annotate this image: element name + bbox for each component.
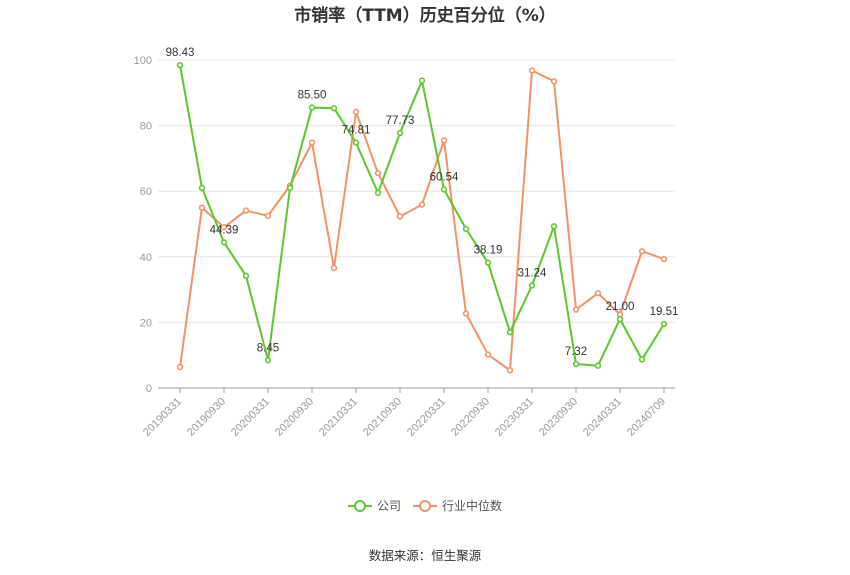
data-label: 85.50 bbox=[298, 90, 327, 102]
grid bbox=[158, 59, 675, 323]
data-point bbox=[550, 223, 558, 230]
legend-item-industry-median[interactable]: 行业中位数 bbox=[413, 498, 502, 513]
data-point bbox=[506, 367, 514, 374]
data-labels: 98.43 44.39 8.45 85.50 74.81 77.73 60.54 38.19 3… bbox=[166, 47, 679, 358]
x-tick-label: 20190331 bbox=[141, 396, 184, 439]
x-tick-label: 20220930 bbox=[449, 396, 492, 439]
data-point bbox=[528, 282, 536, 289]
series-line bbox=[179, 64, 665, 367]
data-point bbox=[616, 315, 624, 323]
data-label: 77.73 bbox=[386, 115, 415, 127]
data-label: 7.32 bbox=[565, 346, 587, 358]
data-point bbox=[264, 357, 272, 364]
data-point bbox=[440, 137, 448, 144]
data-point bbox=[528, 67, 536, 74]
data-label: 21.00 bbox=[606, 301, 635, 313]
data-point bbox=[352, 108, 360, 115]
data-point bbox=[330, 264, 338, 272]
data-point bbox=[242, 272, 250, 279]
data-point bbox=[462, 225, 470, 233]
data-point bbox=[506, 329, 514, 336]
data-point bbox=[594, 290, 602, 297]
legend-label: 行业中位数 bbox=[442, 498, 502, 513]
data-point bbox=[264, 212, 272, 219]
y-tick-label: 80 bbox=[140, 121, 152, 133]
data-point bbox=[484, 351, 492, 358]
data-label: 74.81 bbox=[342, 125, 371, 137]
data-point bbox=[418, 201, 426, 208]
series-layer bbox=[176, 61, 668, 374]
x-axis: 20190331 20190930 20200331 20200930 20210331… bbox=[141, 387, 675, 439]
data-point bbox=[638, 248, 646, 255]
data-point bbox=[484, 259, 492, 266]
data-label: 98.43 bbox=[166, 47, 195, 59]
y-axis: 0 20 40 60 80 100 bbox=[134, 55, 152, 395]
x-tick-label: 20230930 bbox=[537, 396, 580, 439]
x-tick-label: 20210930 bbox=[361, 396, 404, 439]
x-tick-label: 20200930 bbox=[273, 396, 316, 439]
y-tick-label: 40 bbox=[140, 252, 152, 264]
chart-title: 市销率（TTM）历史百分位（%） bbox=[294, 5, 556, 26]
data-point bbox=[440, 186, 448, 193]
y-tick-label: 60 bbox=[140, 186, 152, 198]
x-tick-label: 20240331 bbox=[581, 396, 624, 439]
data-point bbox=[374, 170, 382, 177]
data-label: 8.45 bbox=[257, 342, 279, 354]
data-point bbox=[660, 255, 668, 263]
data-point bbox=[396, 129, 404, 137]
x-tick-label: 20230331 bbox=[493, 396, 536, 439]
data-point bbox=[176, 61, 184, 69]
legend-item-company[interactable]: 公司 bbox=[348, 499, 401, 513]
data-point bbox=[638, 356, 646, 363]
data-point bbox=[374, 189, 382, 196]
data-source: 数据来源：恒生聚源 bbox=[369, 548, 482, 563]
data-label: 60.54 bbox=[430, 171, 459, 183]
data-point bbox=[594, 362, 602, 369]
data-point bbox=[352, 139, 360, 146]
data-label: 19.51 bbox=[650, 306, 679, 318]
x-tick-label: 20220331 bbox=[405, 396, 448, 439]
y-tick-label: 100 bbox=[134, 55, 152, 67]
series-company bbox=[176, 61, 668, 369]
data-point bbox=[396, 213, 404, 220]
data-point bbox=[572, 360, 580, 368]
legend-marker bbox=[419, 500, 431, 512]
data-point bbox=[308, 104, 316, 111]
y-tick-label: 0 bbox=[146, 383, 152, 395]
x-tick-label: 20240709 bbox=[625, 396, 668, 439]
x-tick-label: 20200331 bbox=[229, 396, 272, 439]
data-point bbox=[462, 310, 470, 317]
data-point bbox=[330, 105, 338, 112]
data-point bbox=[220, 224, 228, 231]
data-label: 31.24 bbox=[518, 268, 547, 280]
legend-marker bbox=[354, 500, 366, 512]
legend-label: 公司 bbox=[377, 499, 401, 513]
data-point bbox=[660, 320, 668, 328]
x-tick-label: 20190930 bbox=[185, 396, 228, 439]
data-label: 44.39 bbox=[210, 224, 239, 236]
legend[interactable]: 公司 行业中位数 bbox=[348, 498, 502, 513]
y-tick-label: 20 bbox=[140, 317, 152, 329]
data-point bbox=[176, 363, 184, 371]
data-point bbox=[418, 77, 426, 84]
data-point bbox=[242, 207, 250, 214]
data-label: 38.19 bbox=[474, 245, 503, 257]
data-point bbox=[220, 239, 228, 246]
data-point bbox=[198, 184, 206, 192]
series-industry-median bbox=[176, 67, 668, 374]
x-tick-label: 20210331 bbox=[317, 396, 360, 439]
data-point bbox=[572, 306, 580, 313]
data-point bbox=[550, 78, 558, 85]
series-line bbox=[179, 69, 665, 372]
data-point bbox=[198, 204, 206, 211]
data-point bbox=[308, 139, 316, 146]
data-point bbox=[286, 184, 294, 192]
